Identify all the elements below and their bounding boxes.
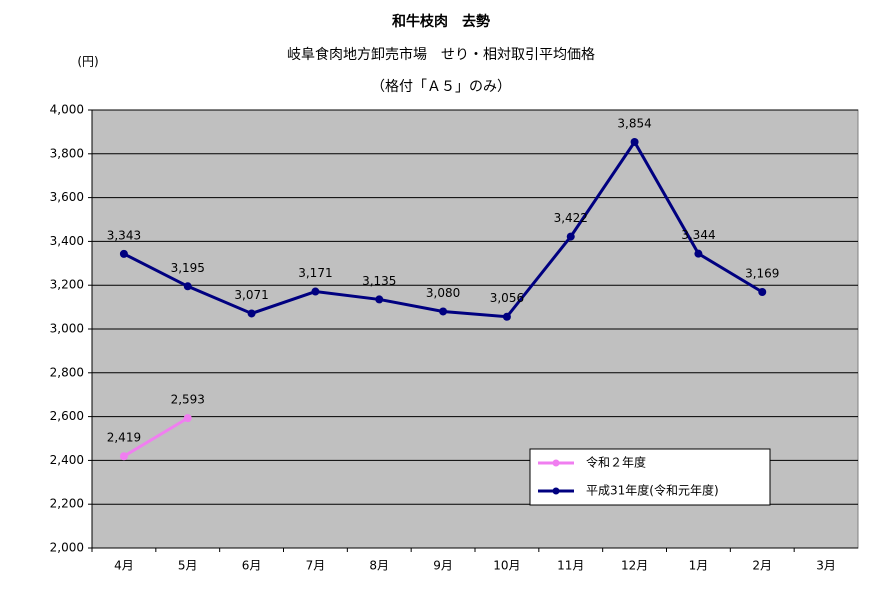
data-label: 3,135 [362,274,396,288]
y-tick-label: 4,000 [50,103,84,117]
point [183,414,192,423]
point [183,282,192,291]
data-label: 3,169 [745,266,779,280]
point [247,309,256,318]
point [119,452,128,461]
y-tick-label: 3,800 [50,146,84,160]
legend-label: 令和２年度 [586,455,646,470]
x-tick-label: 2月 [752,559,772,573]
x-tick-label: 3月 [816,559,836,573]
y-tick-label: 3,000 [50,322,84,336]
data-label: 3,171 [298,266,332,280]
legend-marker [552,487,560,495]
point [375,295,384,304]
point [311,287,320,296]
x-tick-label: 8月 [369,559,389,573]
data-label: 3,343 [107,228,141,242]
x-tick-label: 9月 [433,559,453,573]
data-label: 3,056 [490,291,524,305]
point [758,287,767,296]
x-tick-label: 11月 [557,559,584,573]
x-tick-label: 10月 [493,559,520,573]
y-tick-label: 2,200 [50,497,84,511]
y-axis-label: (円) [77,55,98,69]
data-label: 3,854 [617,116,651,130]
y-tick-label: 2,000 [50,541,84,555]
y-tick-label: 3,200 [50,278,84,292]
point [630,137,639,146]
legend-marker [552,459,560,467]
point [439,307,448,316]
data-label: 2,593 [171,393,205,407]
y-tick-label: 3,600 [50,190,84,204]
data-label: 3,422 [554,211,588,225]
legend-label: 平成31年度(令和元年度) [586,483,719,498]
legend [529,448,771,506]
chart-subtitle: 岐阜食肉地方卸売市場 せり・相対取引平均価格 [287,46,595,63]
y-tick-label: 2,800 [50,365,84,379]
data-label: 3,344 [681,228,715,242]
data-label: 2,419 [107,431,141,445]
x-tick-label: 5月 [178,559,198,573]
chart-title: 和牛枝肉 去勢 [392,13,490,30]
y-tick-label: 2,400 [50,453,84,467]
data-label: 3,080 [426,286,460,300]
point [566,232,575,241]
x-tick-label: 12月 [621,559,648,573]
x-tick-label: 1月 [689,559,709,573]
x-tick-label: 4月 [114,559,134,573]
point [694,249,703,258]
y-tick-label: 3,400 [50,234,84,248]
point [502,312,511,321]
x-tick-label: 6月 [242,559,262,573]
data-label: 3,195 [171,261,205,275]
point [119,249,128,258]
chart-subtitle: （格付「Ａ５」のみ） [371,79,511,95]
data-label: 3,071 [234,288,268,302]
y-tick-label: 2,600 [50,409,84,423]
series-line [123,416,189,458]
x-tick-label: 7月 [306,559,326,573]
